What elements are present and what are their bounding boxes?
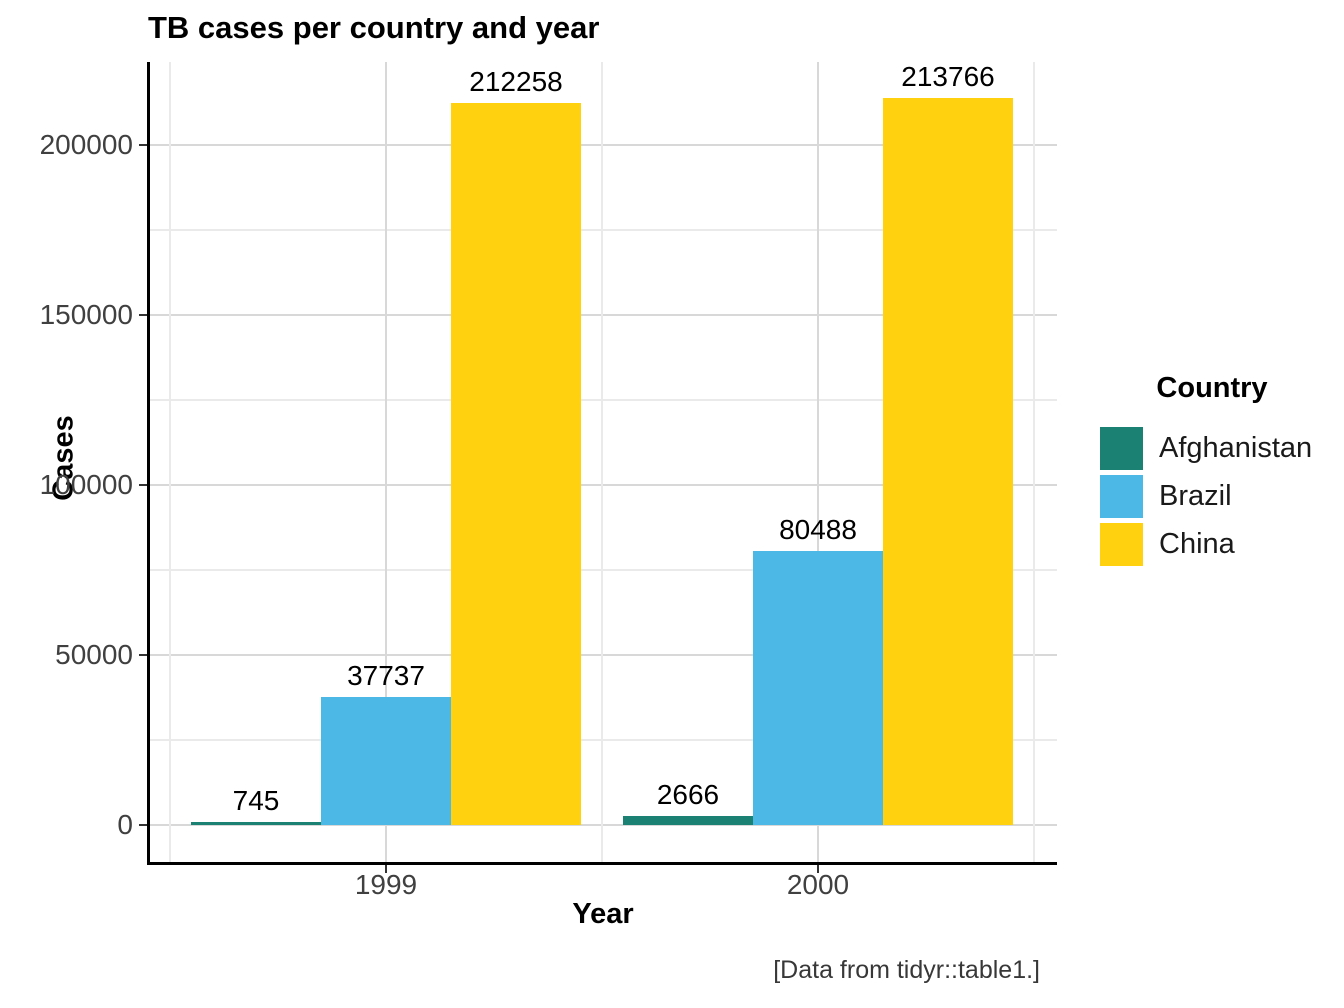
bar-value-label: 37737	[347, 659, 425, 691]
legend-item: Brazil	[1100, 475, 1324, 518]
y-tick-mark	[139, 484, 147, 486]
bar-value-label: 745	[232, 785, 280, 817]
x-tick-label: 1999	[354, 869, 418, 900]
bar-china-2000	[883, 98, 1013, 825]
gridline-major	[150, 654, 1057, 656]
bar-afghanistan-2000	[623, 815, 753, 825]
bar-brazil-1999	[321, 696, 451, 825]
gridline-major	[150, 484, 1057, 486]
y-tick-mark	[139, 144, 147, 146]
legend-item: China	[1100, 523, 1324, 566]
gridline-minor	[150, 569, 1057, 571]
chart-title: TB cases per country and year	[148, 10, 600, 45]
x-tick-mark	[817, 865, 819, 873]
bar-value-label: 80488	[779, 514, 857, 546]
gridline-major	[150, 824, 1057, 826]
gridline-minor	[150, 229, 1057, 231]
y-tick-label: 100000	[39, 469, 133, 500]
bar-value-label: 212258	[469, 66, 563, 98]
legend-items: Afghanistan Brazil China	[1100, 427, 1324, 566]
gridline-minor	[150, 739, 1057, 741]
legend-label: Brazil	[1159, 480, 1232, 512]
legend-swatch-afghanistan	[1100, 427, 1143, 470]
bar-value-label: 213766	[901, 61, 995, 93]
y-tick-label: 200000	[39, 129, 133, 160]
gridline-minor	[169, 62, 171, 862]
y-tick-mark	[139, 654, 147, 656]
gridline-major	[817, 62, 819, 862]
gridline-major	[385, 62, 387, 862]
caption: [Data from tidyr::table1.]	[773, 956, 1040, 984]
legend-swatch-brazil	[1100, 475, 1143, 518]
x-tick-mark	[385, 865, 387, 873]
legend-label: Afghanistan	[1159, 432, 1313, 464]
y-tick-mark	[139, 314, 147, 316]
gridline-minor	[1033, 62, 1035, 862]
x-tick-label: 2000	[786, 869, 850, 900]
y-tick-label: 50000	[55, 639, 133, 670]
y-tick-label: 150000	[39, 299, 133, 330]
legend: Country Afghanistan Brazil China	[1100, 372, 1324, 571]
legend-swatch-china	[1100, 523, 1143, 566]
x-axis-title: Year	[572, 898, 634, 930]
bar-brazil-2000	[753, 551, 883, 825]
y-tick-label: 0	[117, 809, 133, 840]
plot-panel: 745 37737 212258 2666 80488 213766	[147, 62, 1057, 865]
gridline-major	[150, 314, 1057, 316]
legend-label: China	[1159, 528, 1235, 560]
gridline-major	[150, 144, 1057, 146]
legend-item: Afghanistan	[1100, 427, 1324, 470]
legend-title: Country	[1156, 372, 1268, 404]
bar-china-1999	[451, 103, 581, 825]
bar-value-label: 2666	[656, 778, 720, 810]
gridline-minor	[150, 399, 1057, 401]
y-tick-mark	[139, 824, 147, 826]
gridline-minor	[601, 62, 603, 862]
bar-afghanistan-1999	[191, 822, 321, 825]
